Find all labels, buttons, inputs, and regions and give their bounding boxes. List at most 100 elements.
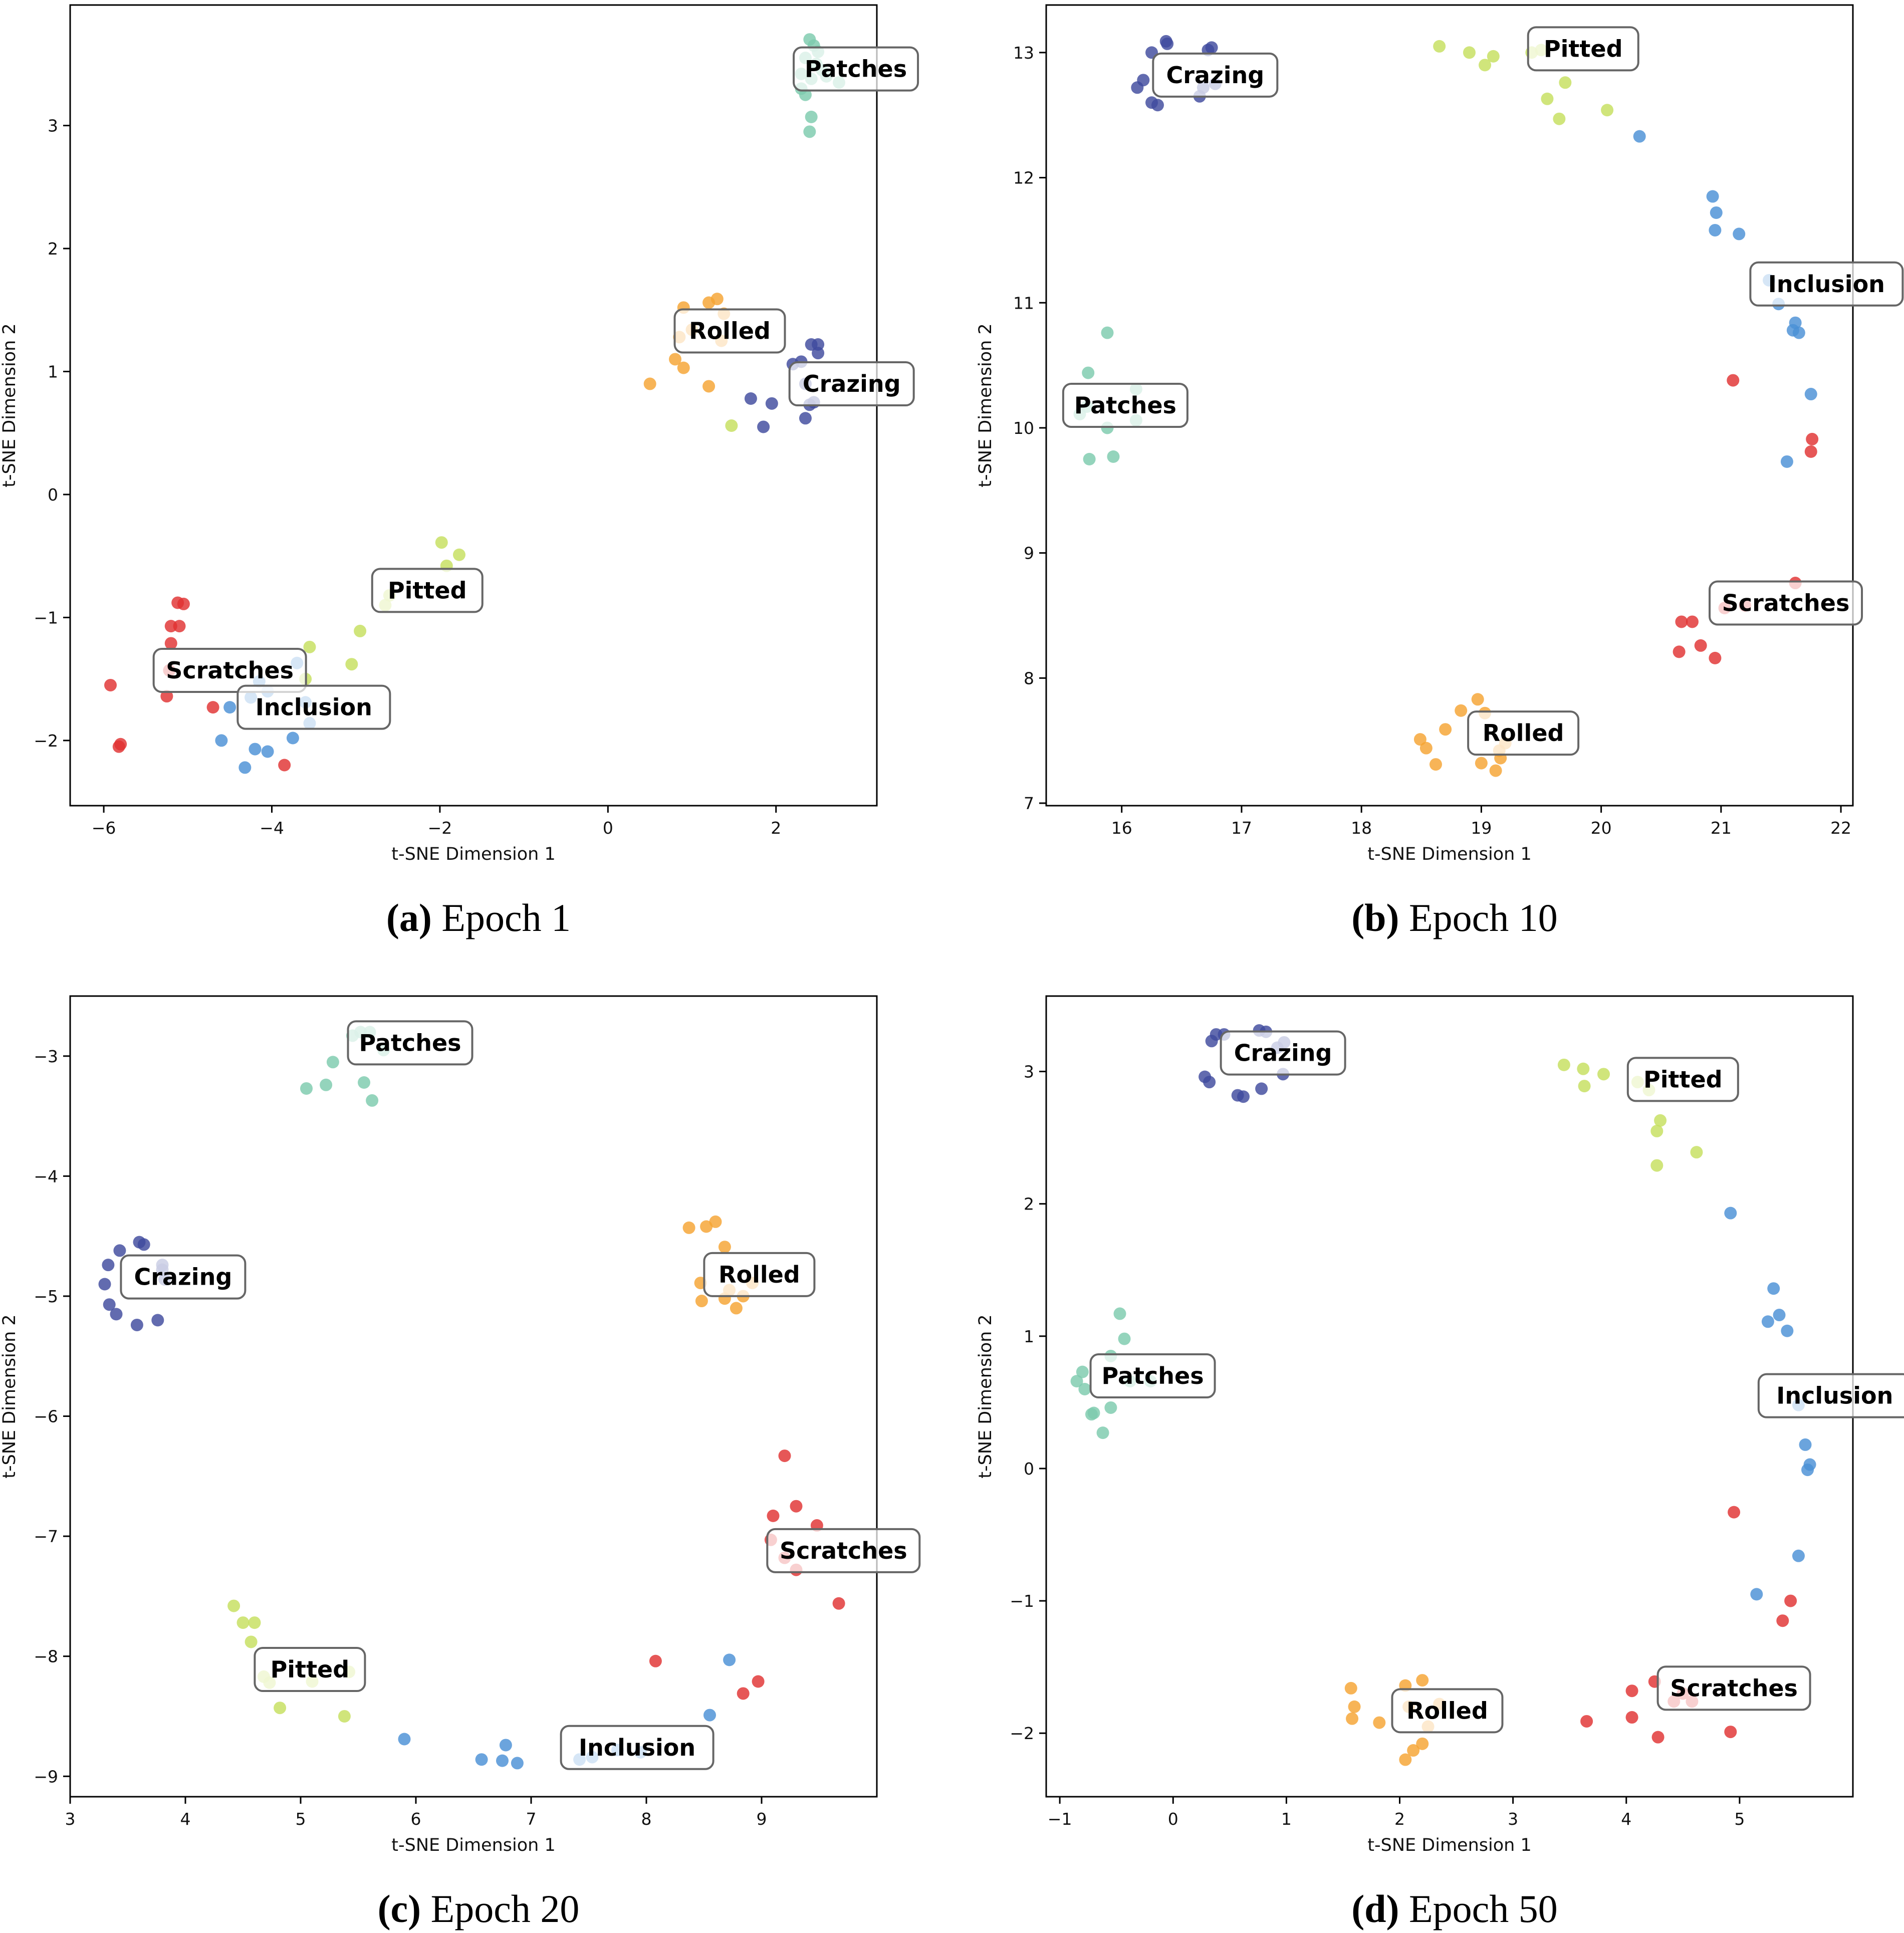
point-rolled [709, 1215, 722, 1228]
point-inclusion [223, 701, 236, 714]
caption-letter: (d) [1351, 1887, 1399, 1930]
point-pitted [435, 536, 448, 549]
point-crazing [151, 1314, 164, 1327]
point-rolled [1471, 693, 1484, 706]
y-tick-label: 9 [1024, 544, 1034, 563]
y-tick-label: −6 [34, 1407, 58, 1426]
point-pitted [1463, 46, 1476, 59]
point-pitted [1487, 50, 1500, 63]
y-tick-label: 1 [1024, 1327, 1034, 1346]
point-scratches [1776, 1614, 1789, 1627]
point-crazing [102, 1259, 115, 1272]
point-crazing [1205, 1035, 1218, 1048]
point-inclusion [1709, 223, 1722, 236]
point-crazing [765, 397, 778, 410]
point-inclusion [499, 1739, 512, 1752]
x-tick-label: −1 [1048, 1809, 1072, 1829]
point-scratches [832, 1597, 845, 1610]
y-tick-label: 2 [48, 239, 58, 259]
point-rolled [730, 1302, 743, 1315]
point-patches [300, 1082, 313, 1095]
y-tick-label: 1 [48, 362, 58, 381]
point-inclusion [398, 1733, 411, 1746]
point-crazing [1237, 1090, 1250, 1103]
label-box [1089, 1353, 1216, 1399]
point-scratches [778, 1449, 791, 1463]
y-tick-label: 8 [1024, 668, 1034, 688]
point-rolled [1416, 1674, 1429, 1687]
point-pitted [1553, 112, 1566, 125]
x-tick-label: 2 [771, 818, 781, 838]
point-scratches [160, 690, 173, 703]
point-patches [366, 1094, 379, 1107]
point-scratches [737, 1687, 750, 1700]
y-tick-label: 10 [1013, 418, 1034, 438]
point-rolled [1346, 1712, 1359, 1725]
panel-4: −1 0 1 2 3 4 5 −2 −1 0 1 2 3 t-SNE Dimension 1 t-SNE D… [976, 995, 1904, 1930]
point-crazing [812, 338, 825, 351]
y-tick-label: 0 [1024, 1459, 1034, 1479]
point-inclusion [1773, 1309, 1786, 1322]
cluster-label-rolled: Rolled [1391, 1688, 1504, 1734]
y-tick-label: 7 [1024, 794, 1034, 813]
x-tick-label: 1 [1281, 1809, 1292, 1829]
label-box [788, 361, 915, 407]
label-box [1757, 1373, 1904, 1418]
cluster-label-pitted: Pitted [371, 568, 484, 613]
caption-text: Epoch 1 [432, 896, 571, 939]
panel-caption: (b) Epoch 10 [1351, 896, 1558, 939]
caption-text: Epoch 10 [1399, 896, 1558, 939]
x-axis-label: t-SNE Dimension 1 [391, 844, 555, 864]
point-scratches [1784, 1594, 1797, 1607]
y-axis-label: t-SNE Dimension 2 [0, 1314, 20, 1478]
x-tick-label: 4 [1621, 1809, 1631, 1829]
x-tick-label: 3 [65, 1809, 76, 1829]
point-inclusion [1750, 1588, 1763, 1601]
point-inclusion [286, 732, 299, 745]
point-scratches [1727, 374, 1740, 387]
point-crazing [1131, 81, 1144, 94]
point-scratches [1694, 639, 1707, 652]
point-scratches [278, 759, 291, 772]
label-box [1749, 261, 1904, 307]
label-box [793, 46, 919, 92]
x-tick-label: 2 [1394, 1809, 1405, 1829]
x-axis-label: t-SNE Dimension 1 [1367, 844, 1531, 864]
point-scratches [112, 740, 125, 753]
point-patches [1096, 1426, 1109, 1439]
label-text: Pitted [271, 1656, 350, 1683]
point-patches [1078, 1382, 1091, 1395]
point-crazing [98, 1278, 111, 1291]
point-rolled [695, 1295, 708, 1308]
point-inclusion [1724, 1206, 1737, 1220]
point-rolled [1373, 1716, 1386, 1729]
x-tick-label: 17 [1231, 818, 1252, 838]
y-tick-label: 3 [48, 116, 58, 136]
point-crazing [110, 1308, 123, 1321]
y-tick-label: −7 [34, 1527, 58, 1546]
x-tick-label: 22 [1830, 818, 1851, 838]
point-pitted [227, 1599, 241, 1612]
point-inclusion [261, 745, 274, 758]
point-patches [1113, 1307, 1126, 1320]
point-pitted [274, 1702, 287, 1715]
label-box [1220, 1030, 1346, 1076]
y-tick-label: −1 [1010, 1591, 1034, 1611]
plot-frame [69, 995, 878, 1798]
label-box [1062, 383, 1188, 428]
point-crazing [812, 347, 825, 360]
y-axis-label: t-SNE Dimension 2 [0, 323, 20, 487]
point-rolled [1439, 723, 1452, 736]
y-tick-label: 0 [48, 485, 58, 505]
point-rolled [710, 293, 724, 306]
point-crazing [1203, 1076, 1216, 1089]
label-box [120, 1254, 247, 1300]
point-rolled [1419, 742, 1433, 755]
point-pitted [1559, 76, 1572, 89]
cluster-label-scratches: Scratches [1656, 1665, 1811, 1711]
point-pitted [245, 1635, 258, 1648]
panel-1: −6 −4 −2 0 2 −2 −1 0 1 2 3 t-SNE Dimension 1 t-SNE D… [0, 4, 919, 939]
label-text: Crazing [1234, 1040, 1332, 1067]
y-tick-label: −5 [34, 1287, 58, 1306]
